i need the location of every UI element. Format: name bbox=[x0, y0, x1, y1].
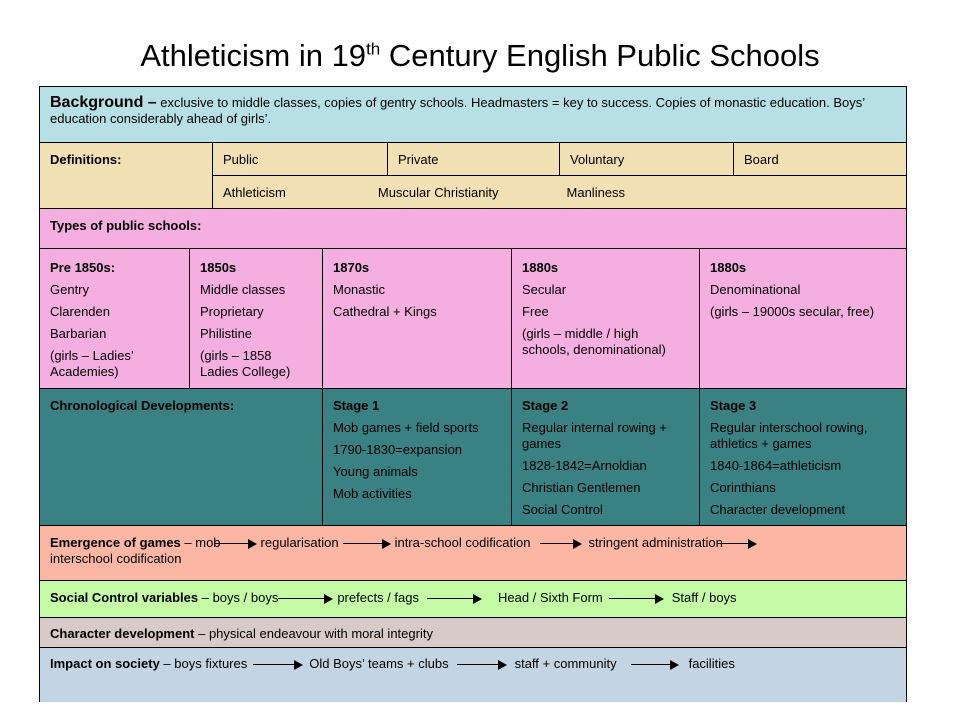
background-label: Background – bbox=[50, 94, 157, 111]
definition-term: Voluntary bbox=[560, 143, 734, 176]
definition-terms-row2: Athleticism Muscular Christianity Manlines… bbox=[213, 176, 907, 209]
types-label: Types of public schools: bbox=[40, 209, 907, 249]
definition-term: Manliness bbox=[566, 185, 626, 200]
background-row: Background – exclusive to middle classes… bbox=[40, 87, 907, 143]
type-column: 1870s Monastic Cathedral + Kings bbox=[323, 249, 512, 389]
arrow-icon bbox=[214, 538, 257, 549]
emergence-row: Emergence of games – mob regularisation in… bbox=[40, 526, 907, 581]
type-column: 1880s Denominational (girls – 19000s secu… bbox=[700, 249, 907, 389]
arrow-icon bbox=[540, 538, 583, 549]
arrow-icon bbox=[608, 593, 664, 604]
arrow-icon bbox=[278, 593, 334, 604]
stage-column: Stage 3 Regular interschool rowing, athl… bbox=[700, 389, 907, 526]
social-control-row: Social Control variables – boys / boys pr… bbox=[40, 581, 907, 618]
arrow-icon bbox=[342, 538, 391, 549]
chronological-label: Chronological Developments: bbox=[40, 389, 323, 526]
arrow-icon bbox=[426, 593, 482, 604]
page-title: Athleticism in 19th Century English Publ… bbox=[140, 38, 820, 73]
arrow-icon bbox=[630, 659, 679, 670]
arrow-icon bbox=[253, 659, 304, 670]
arrow-icon bbox=[456, 659, 507, 670]
summary-table: Background – exclusive to middle classes… bbox=[39, 86, 907, 702]
type-column: 1880s Secular Free (girls – middle / high … bbox=[512, 249, 700, 389]
definition-term: Board bbox=[734, 143, 907, 176]
stage-column: Stage 2 Regular internal rowing + games 1… bbox=[512, 389, 700, 526]
character-row: Character development – physical endeavo… bbox=[40, 618, 907, 648]
definitions-label: Definitions: bbox=[40, 143, 213, 209]
arrow-icon bbox=[716, 538, 757, 549]
definition-term: Athleticism bbox=[223, 185, 286, 200]
type-column: 1850s Middle classes Proprietary Philistin… bbox=[190, 249, 323, 389]
definition-term: Private bbox=[388, 143, 560, 176]
background-text: exclusive to middle classes, copies of g… bbox=[50, 95, 865, 126]
type-column: Pre 1850s: Gentry Clarenden Barbarian (girl… bbox=[40, 249, 190, 389]
impact-row: Impact on society – boys fixtures Old Boy… bbox=[40, 648, 907, 702]
definition-term: Muscular Christianity bbox=[377, 185, 499, 200]
stage-column: Stage 1 Mob games + field sports 1790-183… bbox=[323, 389, 512, 526]
definition-term: Public bbox=[213, 143, 388, 176]
